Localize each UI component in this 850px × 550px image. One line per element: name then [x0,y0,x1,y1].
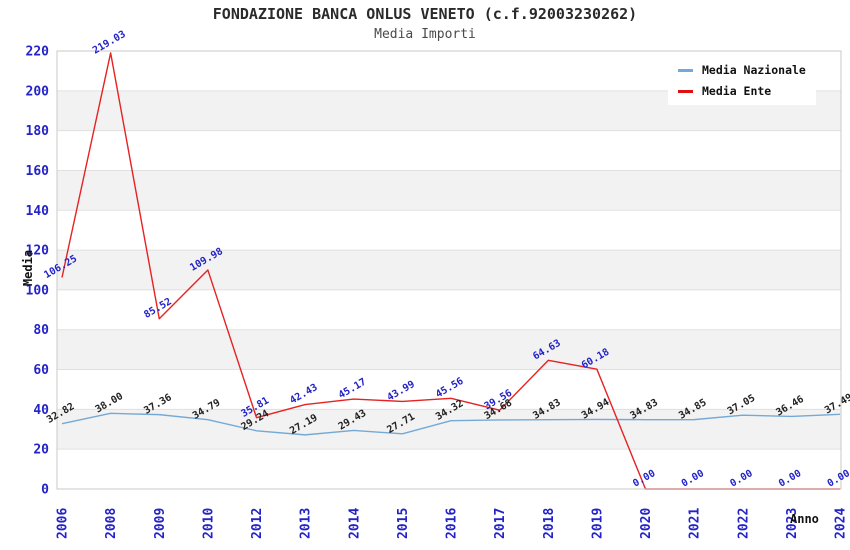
y-tick-label: 100 [26,283,50,298]
data-label: 45.56 [434,376,466,401]
legend-item-media-nazionale: Media Nazionale [678,63,806,77]
y-tick-label: 120 [26,244,50,259]
legend-label-media-nazionale: Media Nazionale [702,63,806,77]
x-tick-label: 2017 [493,508,508,539]
x-tick-label: 2008 [104,508,119,539]
data-label: 0.00 [728,468,754,490]
plot-band [57,329,841,370]
y-tick-label: 180 [26,124,50,139]
x-tick-label: 2013 [299,508,314,539]
legend-item-media-ente: Media Ente [678,84,806,98]
x-tick-label: 2016 [445,508,460,539]
legend-label-media-ente: Media Ente [702,84,772,98]
y-tick-label: 60 [33,363,49,378]
data-label: 0.00 [826,468,850,490]
data-label: 45.17 [337,377,369,402]
x-tick-label: 2014 [347,508,362,539]
data-label: 0.00 [777,468,803,490]
series-line-media-nazionale [61,412,841,436]
y-tick-label: 140 [26,204,50,219]
y-tick-label: 80 [33,323,49,338]
y-tick-label: 160 [26,164,50,179]
x-tick-label: 2021 [688,508,703,539]
y-tick-label: 200 [26,84,50,99]
plot-band [57,409,841,450]
x-tick-label: 2020 [639,508,654,539]
plot-border [56,50,842,490]
x-tick-label: 2006 [56,508,71,539]
y-tick-label: 40 [33,403,49,418]
data-label: 43.99 [385,379,417,404]
chart-title: FONDAZIONE BANCA ONLUS VENETO (c.f.92003… [212,5,638,23]
x-tick-label: 2022 [736,508,751,539]
y-tick-label: 20 [33,443,49,458]
data-label: 0.00 [680,468,706,490]
y-tick-label: 0 [41,483,49,498]
chart-subtitle: Media Importi [374,27,476,42]
plot-band [57,250,841,290]
legend-marker-media-ente-icon [678,89,693,93]
y-tick-label: 220 [26,45,50,60]
x-tick-label: 2024 [834,508,849,539]
plot-band [57,170,841,211]
legend-marker-media-nazionale-icon [678,68,693,72]
x-tick-label: 2019 [590,508,605,539]
x-tick-label: 2009 [153,508,168,539]
y-axis-title: Media [21,249,35,287]
x-tick-label: 2010 [201,508,216,539]
x-tick-label: 2012 [250,508,265,539]
x-axis-title: Anno [790,512,819,526]
x-tick-label: 2018 [542,508,557,539]
x-tick-label: 2023 [785,508,800,539]
legend: Media Nazionale Media Ente [668,58,816,105]
x-tick-label: 2015 [396,508,411,539]
